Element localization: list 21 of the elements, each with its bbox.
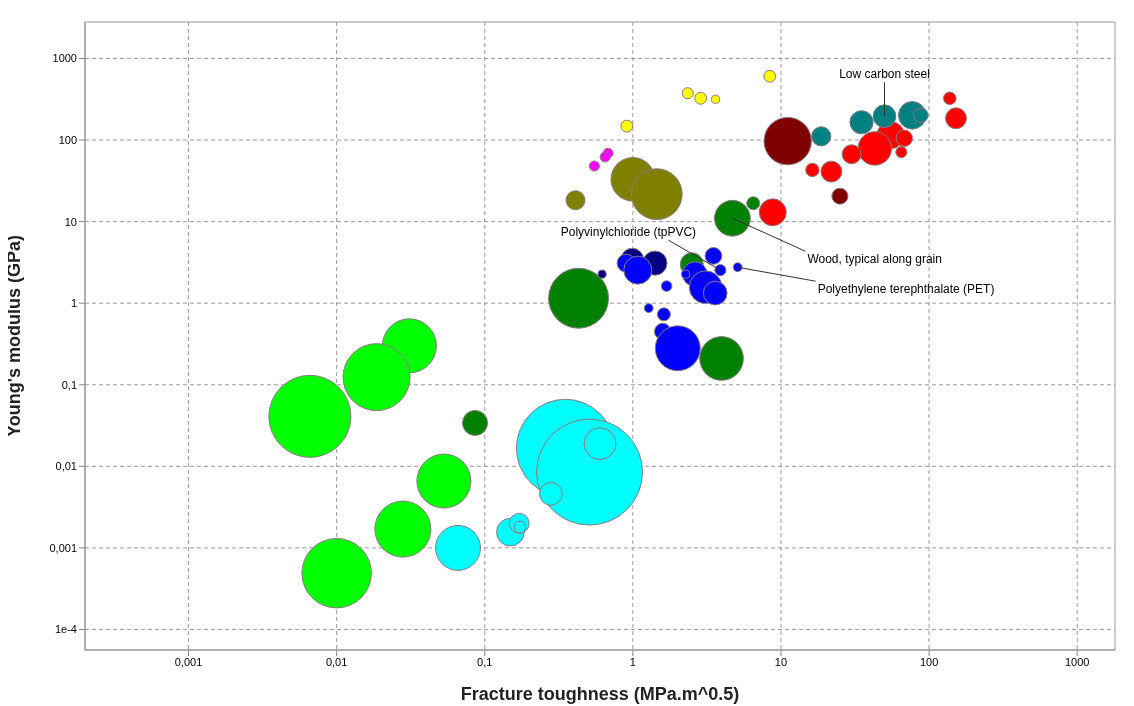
annotation: Polyvinylchloride (tpPVC) xyxy=(560,225,697,240)
y-tick-label: 1 xyxy=(70,297,77,310)
x-tick-label: 1000 xyxy=(1064,655,1090,668)
y-tick-label: 1000 xyxy=(52,52,77,65)
x-tick-label: 0,01 xyxy=(325,655,348,668)
x-tick-label: 10 xyxy=(774,655,788,668)
y-tick-label: 0,001 xyxy=(49,541,77,554)
annotation: Low carbon steel xyxy=(839,67,930,82)
y-tick-label: 100 xyxy=(58,133,77,146)
annotation: Polyethylene terephthalate (PET) xyxy=(817,282,995,297)
x-tick-label: 0,001 xyxy=(174,655,203,668)
y-tick-label: 10 xyxy=(64,215,77,228)
x-tick-label: 0,1 xyxy=(477,655,493,668)
x-axis-title: Fracture toughness (MPa.m^0.5) xyxy=(460,684,740,704)
x-tick-label: 1 xyxy=(629,655,636,668)
annotation: Wood, typical along grain xyxy=(807,252,942,267)
y-axis-title: Young's modulus (GPa) xyxy=(4,235,25,437)
x-tick-label: 100 xyxy=(919,655,939,668)
y-tick-label: 1e-4 xyxy=(54,623,77,636)
y-tick-label: 0,1 xyxy=(61,378,77,391)
y-tick-label: 0,01 xyxy=(55,460,77,473)
